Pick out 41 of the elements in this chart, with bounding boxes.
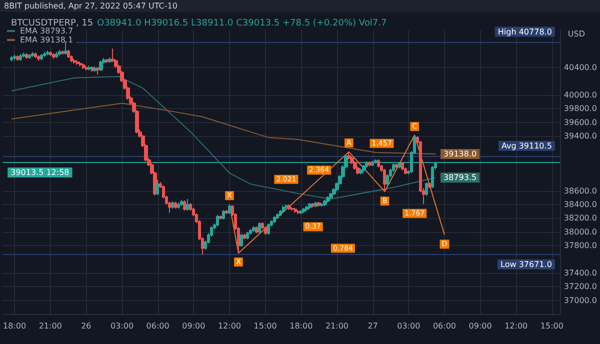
data-label: 38793.5 [444, 173, 477, 182]
y-axis-title: USD [568, 30, 586, 38]
y-tick-label: 39600.0 [564, 118, 598, 127]
ref-line-label: High 40778.0 [498, 27, 552, 36]
x-tick-label: 09:00 [468, 322, 492, 330]
y-tick-label: 38400.0 [564, 200, 598, 210]
chart-title: BTCUSDTPERP, 15 [11, 18, 94, 28]
y-tick-label: 37800.0 [564, 241, 598, 250]
x-tick-label: 03:00 [397, 322, 420, 330]
y-tick-label: 40400.0 [564, 63, 598, 72]
x-tick-label: 03:00 [110, 322, 134, 330]
legend-label: EMA 39138.1 [20, 36, 74, 44]
y-tick-label: 39400.0 [564, 132, 598, 141]
y-tick-label: 38600.0 [564, 186, 598, 196]
y-tick-label: 39800.0 [564, 104, 598, 114]
x-tick-label: 26 [81, 322, 92, 330]
y-tick-label: 37200.0 [564, 282, 598, 292]
x-tick-label: 12:00 [504, 322, 528, 330]
data-label: 39138.0 [444, 150, 477, 158]
y-tick-label: 40000.0 [564, 90, 598, 100]
x-tick-label: 15:00 [540, 322, 564, 330]
x-tick-label: 21:00 [38, 322, 62, 330]
x-tick-label: 18:00 [290, 322, 313, 330]
legend-label: EMA 38793.7 [20, 26, 74, 36]
ref-line-label: Low 37671.0 [500, 260, 552, 269]
x-tick-label: 27 [368, 322, 378, 330]
ref-line-label: Avg 39110.5 [501, 141, 552, 150]
x-tick-label: 12:00 [218, 322, 242, 330]
x-tick-label: 06:00 [432, 322, 456, 330]
y-tick-label: 38200.0 [564, 214, 598, 223]
text: 8BIT published, Apr 27, 2022 05:47 UTC-10 [4, 2, 178, 10]
x-tick-label: 06:00 [146, 322, 170, 330]
y-tick-label: 37000.0 [564, 296, 598, 305]
x-tick-label: 18:00 [2, 322, 26, 330]
x-tick-label: 21:00 [325, 322, 349, 330]
chart-subtitle: O38941.0 H39016.5 L38911.0 C39013.5 +78.5 (+0.20%) Vol7.7 [97, 18, 387, 28]
x-tick-label: 15:00 [254, 322, 277, 330]
x-tick-label: 09:00 [182, 322, 206, 330]
y-tick-label: 38000.0 [564, 227, 598, 236]
y-tick-label: 37400.0 [564, 268, 598, 278]
ref-line-label: 39013.5 12:58 [10, 168, 70, 178]
